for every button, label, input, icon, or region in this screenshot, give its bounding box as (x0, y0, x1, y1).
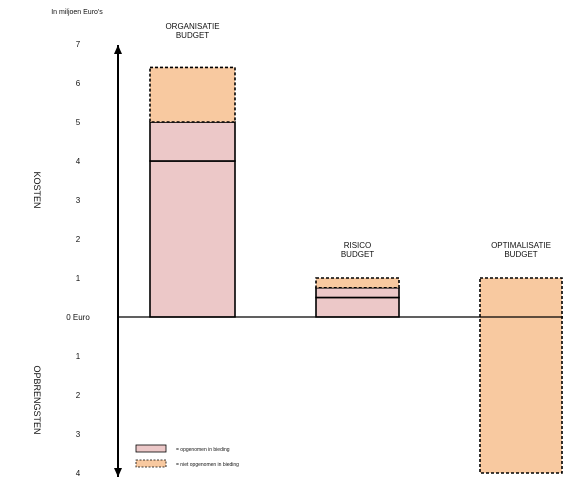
bar-segment (149, 66, 236, 123)
category-label: BUDGET (176, 31, 209, 40)
unit-label: In miljoen Euro's (51, 9, 103, 16)
y-tick-label: 0 Euro (66, 313, 90, 322)
y-tick-label: 4 (76, 157, 81, 166)
y-axis (114, 45, 122, 477)
axis-label-kosten: KOSTEN (32, 171, 42, 208)
legend: = opgenomen in bieding = niet opgenomen i… (135, 444, 239, 468)
y-tick-label: 1 (76, 274, 81, 283)
category-label: ORGANISATIE (165, 22, 219, 31)
category-label: BUDGET (504, 250, 537, 259)
legend-swatch (135, 459, 167, 468)
y-tick-label: 1 (76, 352, 81, 361)
bar-segment (315, 277, 400, 289)
bar-segment (315, 286, 400, 299)
y-tick-label: 3 (76, 196, 81, 205)
legend-swatch (135, 444, 167, 453)
y-tick-label: 7 (76, 40, 81, 49)
legend-label: = niet opgenomen in bieding (176, 462, 239, 468)
axis-arrow-up (114, 45, 122, 54)
y-tick-label: 4 (76, 469, 81, 478)
axis-label-opbrengsten: OPBRENGSTEN (32, 365, 42, 434)
y-tick-label: 2 (76, 391, 81, 400)
bar-segment (479, 277, 563, 474)
y-tick-labels: 7 6 5 4 3 2 1 0 Euro 1 2 3 4 (66, 40, 90, 478)
category-label: OPTIMALISATIE (491, 241, 551, 250)
y-tick-label: 5 (76, 118, 81, 127)
bar-segment (149, 121, 236, 162)
bars-layer (118, 66, 563, 474)
legend-label: = opgenomen in bieding (176, 447, 230, 453)
y-tick-label: 3 (76, 430, 81, 439)
category-label: RISICO (344, 241, 372, 250)
y-tick-label: 6 (76, 79, 81, 88)
y-tick-label: 2 (76, 235, 81, 244)
category-labels: ORGANISATIEBUDGETRISICOBUDGETOPTIMALISAT… (165, 22, 550, 259)
bar-segment (149, 160, 236, 318)
category-label: BUDGET (341, 250, 374, 259)
axis-arrow-down (114, 468, 122, 477)
bar-segment (315, 296, 400, 318)
